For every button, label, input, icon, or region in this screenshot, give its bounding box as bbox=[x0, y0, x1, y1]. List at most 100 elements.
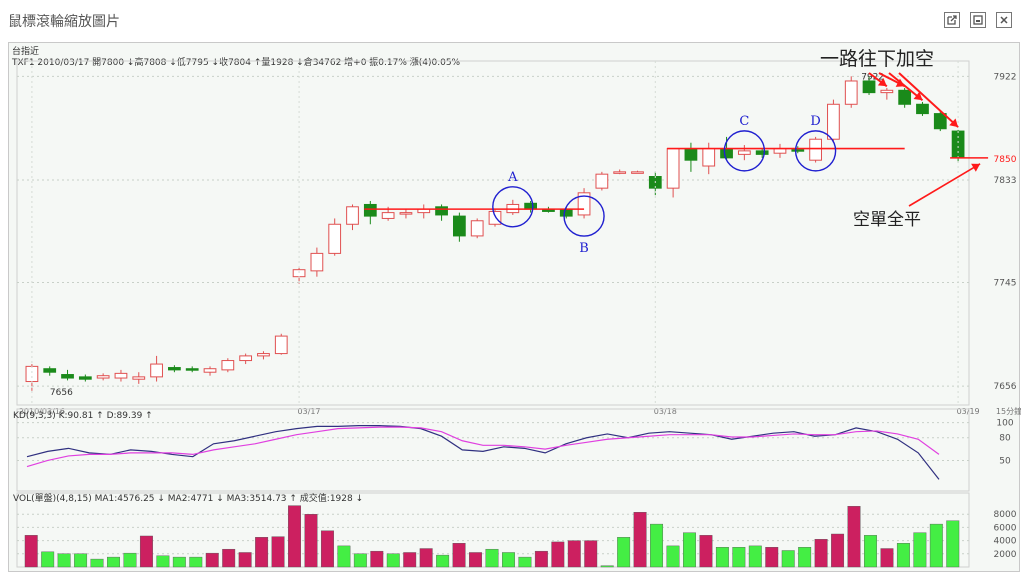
candle-body bbox=[684, 148, 698, 161]
volume-label: VOL(單盤)(4,8,15) MA1:4576.25 ↓ MA2:4771 ↓… bbox=[13, 492, 363, 504]
volume-bar bbox=[699, 535, 713, 568]
candle-body bbox=[880, 89, 894, 94]
volume-bar bbox=[419, 548, 433, 568]
volume-bar bbox=[57, 553, 71, 568]
short-arrow bbox=[898, 72, 959, 128]
volume-bar bbox=[304, 514, 318, 568]
candle-body bbox=[96, 375, 110, 379]
low-price-label: 7656 bbox=[50, 388, 73, 398]
volume-bar bbox=[107, 556, 120, 568]
candle-body bbox=[185, 368, 199, 371]
volume-bar bbox=[617, 537, 631, 568]
candle-body bbox=[898, 89, 912, 105]
candle-body bbox=[862, 80, 876, 94]
volume-bar bbox=[452, 543, 466, 568]
candle-body bbox=[791, 149, 805, 152]
volume-bar bbox=[123, 552, 137, 568]
candle-body bbox=[203, 368, 217, 373]
volume-bar bbox=[74, 553, 88, 568]
candle-body bbox=[488, 210, 502, 225]
candle-body bbox=[933, 113, 947, 130]
candle-body bbox=[916, 103, 929, 115]
volume-bar bbox=[238, 552, 252, 568]
volume-bar bbox=[320, 530, 334, 568]
volume-bar bbox=[896, 543, 910, 568]
circle-mark-c bbox=[723, 130, 766, 172]
candle-body bbox=[328, 223, 342, 254]
volume-bar bbox=[518, 556, 532, 568]
candle-body bbox=[631, 171, 644, 174]
circle-label-c: C bbox=[739, 114, 749, 129]
volume-bar bbox=[765, 547, 779, 568]
candle-body bbox=[274, 335, 288, 355]
volume-bar bbox=[353, 553, 367, 568]
candle-body bbox=[559, 208, 573, 217]
close-arrow bbox=[908, 163, 981, 207]
candle-body bbox=[827, 103, 840, 140]
circle-label-d: D bbox=[810, 114, 820, 129]
candle-body bbox=[168, 367, 181, 371]
short-arrow-head bbox=[949, 118, 959, 128]
candle-body bbox=[435, 206, 448, 216]
window-title: 鼠標滾輪縮放圖片 bbox=[8, 14, 120, 30]
volume-bar bbox=[41, 551, 55, 568]
candle-body bbox=[613, 171, 627, 174]
candle-body bbox=[755, 150, 769, 155]
volume-bar bbox=[189, 556, 203, 568]
volume-bar bbox=[469, 552, 482, 568]
candle-body bbox=[702, 148, 716, 167]
date-label: 03/17 bbox=[298, 407, 321, 416]
volume-bar bbox=[847, 506, 861, 568]
candle-body bbox=[150, 363, 163, 378]
volume-bar bbox=[929, 523, 943, 568]
price-tick-label: 7745 bbox=[994, 279, 1017, 289]
volume-bar bbox=[24, 535, 38, 568]
price-tick-label: 7922 bbox=[994, 72, 1017, 82]
kd-tick-label: 100 bbox=[996, 419, 1013, 429]
volume-bar bbox=[600, 565, 614, 568]
volume-bar bbox=[715, 547, 729, 568]
price-tick-label: 7656 bbox=[994, 382, 1017, 392]
candle-body bbox=[221, 360, 235, 371]
volume-bar bbox=[633, 512, 647, 568]
close-icon[interactable] bbox=[996, 12, 1012, 28]
candle-body bbox=[809, 138, 822, 161]
short-add-note: 一路往下加空 bbox=[820, 48, 934, 70]
popout-icon[interactable] bbox=[944, 12, 960, 28]
volume-bar bbox=[864, 535, 877, 568]
candle-body bbox=[524, 202, 538, 210]
candle-body bbox=[292, 269, 306, 278]
candle-body bbox=[114, 372, 128, 379]
volume-bar bbox=[139, 535, 153, 568]
candle-body bbox=[951, 130, 965, 159]
short-arrow-head bbox=[877, 77, 887, 87]
volume-bar bbox=[271, 536, 285, 568]
kd-label: KD(9,3,3) K:90.81 ↑ D:89.39 ↑ bbox=[13, 411, 153, 421]
volume-bar bbox=[502, 552, 515, 568]
candle-body bbox=[363, 203, 377, 217]
volume-bar bbox=[205, 552, 219, 568]
date-label: 2010/03/16 bbox=[19, 407, 65, 416]
kd-tick-label: 80 bbox=[999, 434, 1011, 444]
minimize-icon[interactable] bbox=[970, 12, 986, 28]
volume-bar bbox=[255, 537, 269, 568]
date-label: 03/19 bbox=[957, 407, 980, 416]
volume-bar bbox=[946, 520, 960, 568]
circle-label-a: A bbox=[507, 170, 518, 185]
candle-body bbox=[452, 215, 466, 237]
candle-body bbox=[346, 206, 359, 225]
volume-bar bbox=[732, 547, 746, 568]
candle-body bbox=[577, 192, 591, 216]
volume-tick-label: 8000 bbox=[994, 510, 1017, 520]
circle-label-b: B bbox=[579, 241, 589, 256]
volume-bar bbox=[386, 553, 400, 568]
period-label: 15分鐘 bbox=[996, 406, 1021, 416]
volume-bar bbox=[781, 550, 795, 568]
window-titlebar: 鼠標滾輪縮放圖片 bbox=[0, 0, 1024, 42]
candle-body bbox=[310, 252, 324, 272]
close-short-note: 空單全平 bbox=[853, 210, 921, 230]
volume-bar bbox=[90, 558, 104, 568]
volume-tick-label: 4000 bbox=[994, 537, 1017, 547]
volume-bar bbox=[798, 547, 812, 568]
volume-bar bbox=[880, 548, 894, 568]
